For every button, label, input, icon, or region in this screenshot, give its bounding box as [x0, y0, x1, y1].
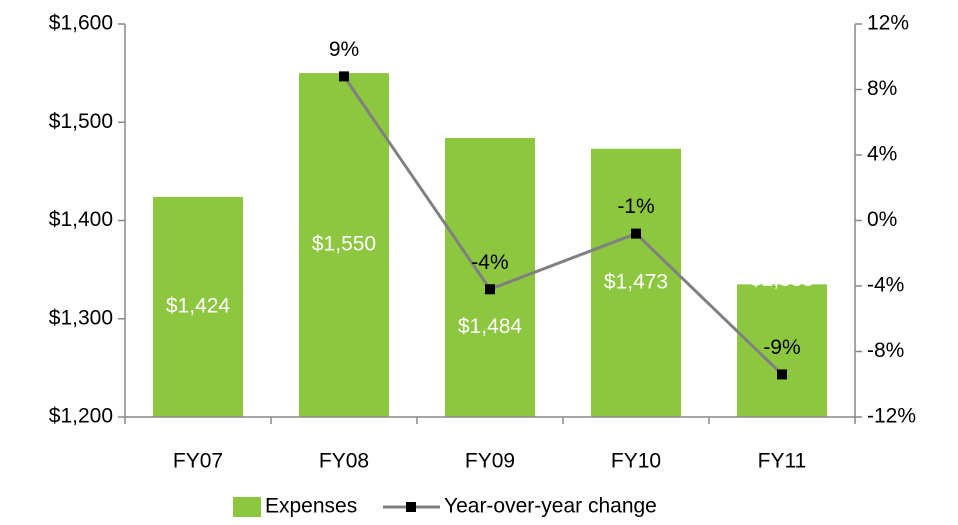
line-value-label: -9%	[763, 336, 800, 359]
bar-value-label: $1,484	[458, 315, 523, 338]
y2-tick-label: -8%	[867, 339, 904, 362]
x-tick-label: FY09	[465, 450, 515, 473]
y-tick-label: $1,400	[49, 208, 113, 231]
y-tick-label: $1,300	[49, 306, 113, 329]
bar-value-label: $1,335	[750, 268, 814, 291]
y2-tick-label: 8%	[867, 77, 897, 100]
y2-tick-label: 12%	[867, 12, 909, 35]
bar	[591, 148, 681, 417]
y2-tick-label: -4%	[867, 274, 904, 297]
bar	[737, 284, 827, 417]
line-value-label: -1%	[617, 195, 654, 218]
bar-value-label: $1,550	[312, 233, 376, 256]
line-value-label: 9%	[329, 38, 359, 61]
x-tick-label: FY08	[319, 450, 369, 473]
y-tick-label: $1,200	[49, 405, 113, 428]
bar	[153, 196, 243, 417]
legend-marker	[406, 502, 416, 512]
x-tick-label: FY07	[173, 450, 223, 473]
line-value-label: -4%	[471, 251, 508, 274]
line-marker	[631, 228, 641, 239]
legend-swatch	[233, 497, 261, 517]
legend-label: Expenses	[265, 495, 357, 518]
bar-value-label: $1,473	[604, 270, 668, 293]
y-tick-label: $1,600	[49, 12, 113, 35]
line-marker	[777, 369, 787, 380]
bar	[299, 73, 389, 417]
bar-value-label: $1,424	[166, 295, 231, 318]
legend-label: Year-over-year change	[444, 495, 657, 518]
y2-tick-label: 0%	[867, 208, 897, 231]
line	[342, 75, 784, 376]
line-marker	[485, 284, 495, 295]
line-marker	[339, 71, 349, 82]
x-tick-label: FY11	[758, 450, 807, 473]
y2-tick-label: -12%	[867, 405, 916, 428]
y2-tick-label: 4%	[867, 143, 897, 166]
y-tick-label: $1,500	[49, 110, 113, 133]
x-tick-label: FY10	[611, 450, 661, 473]
